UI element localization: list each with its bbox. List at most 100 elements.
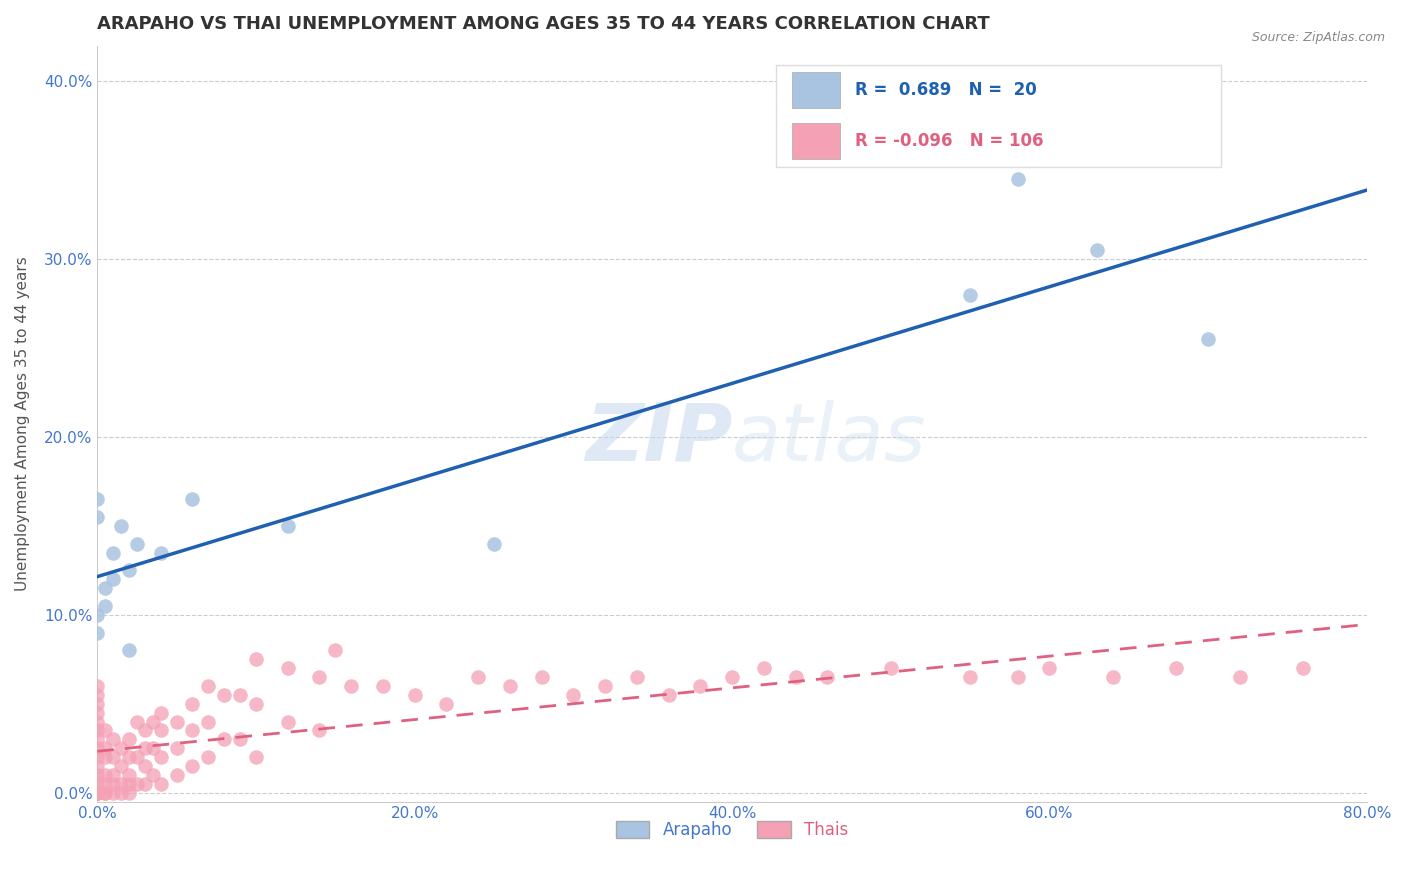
- Point: [94, 786, 117, 800]
- Point: [530, 670, 553, 684]
- Text: atlas: atlas: [733, 400, 927, 478]
- Point: [94, 723, 117, 738]
- Point: [212, 688, 235, 702]
- Point: [245, 697, 267, 711]
- Point: [101, 572, 124, 586]
- Point: [101, 750, 124, 764]
- Point: [86, 759, 108, 773]
- Point: [166, 714, 188, 729]
- Point: [499, 679, 522, 693]
- Point: [86, 741, 108, 756]
- Point: [277, 519, 299, 533]
- Point: [1007, 670, 1029, 684]
- Text: ARAPAHO VS THAI UNEMPLOYMENT AMONG AGES 35 TO 44 YEARS CORRELATION CHART: ARAPAHO VS THAI UNEMPLOYMENT AMONG AGES …: [97, 15, 990, 33]
- Point: [245, 750, 267, 764]
- Point: [308, 670, 330, 684]
- Point: [125, 537, 148, 551]
- Point: [94, 777, 117, 791]
- Point: [86, 688, 108, 702]
- Point: [86, 714, 108, 729]
- Point: [86, 492, 108, 507]
- Point: [110, 519, 132, 533]
- Point: [118, 777, 141, 791]
- Point: [181, 697, 204, 711]
- Point: [1197, 332, 1219, 346]
- Point: [752, 661, 775, 675]
- Point: [110, 759, 132, 773]
- Point: [134, 723, 156, 738]
- Point: [86, 706, 108, 720]
- FancyBboxPatch shape: [792, 123, 839, 160]
- Text: Source: ZipAtlas.com: Source: ZipAtlas.com: [1251, 31, 1385, 45]
- Point: [181, 723, 204, 738]
- FancyBboxPatch shape: [792, 72, 839, 108]
- Point: [101, 545, 124, 559]
- Point: [197, 750, 219, 764]
- Point: [101, 777, 124, 791]
- Point: [86, 786, 108, 800]
- Point: [118, 768, 141, 782]
- Point: [86, 607, 108, 622]
- Point: [371, 679, 394, 693]
- Point: [149, 545, 172, 559]
- Point: [86, 786, 108, 800]
- Point: [1166, 661, 1188, 675]
- Point: [166, 741, 188, 756]
- Point: [86, 625, 108, 640]
- Text: R = -0.096   N = 106: R = -0.096 N = 106: [855, 132, 1043, 150]
- Point: [110, 777, 132, 791]
- Point: [689, 679, 711, 693]
- Point: [110, 741, 132, 756]
- Point: [197, 679, 219, 693]
- Point: [86, 697, 108, 711]
- Point: [308, 723, 330, 738]
- Point: [125, 714, 148, 729]
- Point: [815, 670, 838, 684]
- Point: [1292, 661, 1315, 675]
- Point: [404, 688, 426, 702]
- Point: [959, 670, 981, 684]
- FancyBboxPatch shape: [776, 64, 1220, 167]
- Point: [785, 670, 807, 684]
- Point: [118, 786, 141, 800]
- Point: [212, 732, 235, 747]
- Point: [94, 768, 117, 782]
- Point: [118, 750, 141, 764]
- Point: [323, 643, 346, 657]
- Point: [142, 768, 165, 782]
- Point: [721, 670, 744, 684]
- Point: [1102, 670, 1125, 684]
- Point: [434, 697, 457, 711]
- Point: [86, 732, 108, 747]
- Text: R =  0.689   N =  20: R = 0.689 N = 20: [855, 81, 1038, 99]
- Y-axis label: Unemployment Among Ages 35 to 44 years: Unemployment Among Ages 35 to 44 years: [15, 256, 30, 591]
- Point: [134, 777, 156, 791]
- Point: [467, 670, 489, 684]
- Point: [1007, 172, 1029, 186]
- Point: [110, 786, 132, 800]
- Point: [101, 768, 124, 782]
- Point: [94, 599, 117, 613]
- Point: [86, 510, 108, 524]
- Point: [1085, 244, 1108, 258]
- Point: [593, 679, 616, 693]
- Point: [245, 652, 267, 666]
- Point: [134, 741, 156, 756]
- Point: [86, 768, 108, 782]
- Point: [86, 786, 108, 800]
- Point: [277, 661, 299, 675]
- Point: [86, 786, 108, 800]
- Point: [1229, 670, 1251, 684]
- Point: [86, 786, 108, 800]
- Point: [142, 741, 165, 756]
- Point: [562, 688, 585, 702]
- Point: [229, 732, 252, 747]
- Point: [181, 759, 204, 773]
- Point: [340, 679, 363, 693]
- Point: [94, 741, 117, 756]
- Point: [181, 492, 204, 507]
- Point: [86, 723, 108, 738]
- Point: [134, 759, 156, 773]
- Point: [94, 750, 117, 764]
- Point: [1038, 661, 1060, 675]
